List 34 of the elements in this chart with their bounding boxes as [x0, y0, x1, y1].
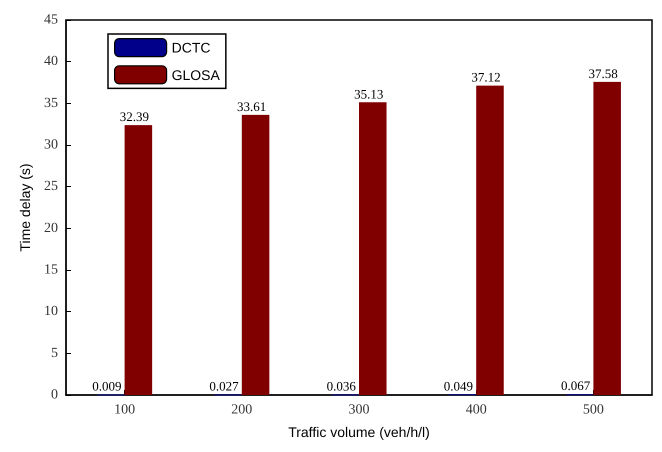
data-label: 32.39	[120, 109, 149, 124]
data-label: 33.61	[236, 98, 266, 114]
data-label: 0.009	[92, 378, 122, 394]
x-tick-label: 200	[231, 402, 252, 418]
data-label: 0.049	[444, 378, 474, 394]
bar	[242, 114, 270, 395]
x-tick-label: 300	[348, 402, 370, 418]
bar	[124, 125, 152, 395]
y-tick-label: 10	[44, 304, 58, 320]
y-tick-label: 45	[44, 12, 58, 28]
y-axis-title: Time delay (s)	[17, 163, 33, 252]
y-tick-label: 40	[44, 54, 58, 70]
bar	[476, 86, 504, 395]
data-label: 0.067	[561, 378, 591, 394]
data-label: 37.58	[588, 66, 618, 81]
data-label: 0.027	[209, 378, 240, 394]
x-tick-label: 100	[114, 402, 136, 418]
legend-label: DCTC	[172, 40, 210, 56]
y-tick-label: 25	[44, 179, 58, 194]
bar	[593, 82, 621, 395]
y-tick-label: 5	[51, 346, 58, 361]
y-tick-label: 35	[44, 96, 58, 111]
data-label: 37.12	[471, 70, 501, 85]
y-tick-label: 15	[44, 262, 58, 278]
data-label: 0.036	[326, 378, 356, 394]
data-label: 35.13	[354, 86, 384, 102]
y-tick-label: 30	[44, 138, 58, 152]
x-tick-label: 400	[466, 402, 487, 418]
x-axis-title: Traffic volume (veh/h/l)	[288, 424, 430, 440]
bar	[359, 102, 387, 395]
x-tick-label: 500	[582, 402, 604, 418]
y-tick-label: 20	[44, 220, 58, 236]
y-tick-label: 0	[51, 388, 58, 402]
legend-label: GLOSA	[172, 66, 221, 83]
